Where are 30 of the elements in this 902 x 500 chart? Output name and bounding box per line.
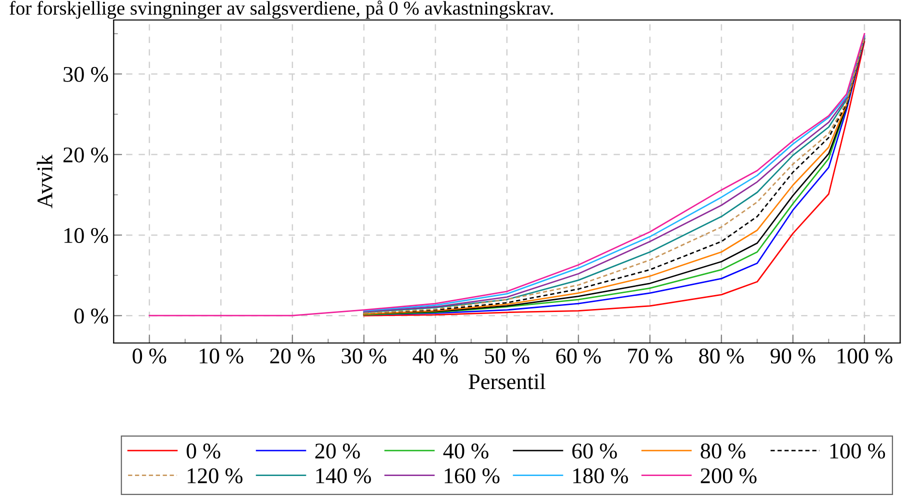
legend-label: 180 % — [573, 468, 628, 484]
y-axis-title: Avvik — [36, 154, 52, 208]
x-tick-label: 100 % — [838, 348, 892, 364]
x-tick-label: 70 % — [628, 348, 672, 364]
legend-label: 60 % — [572, 444, 617, 459]
y-tick-label: 20 % — [63, 147, 108, 163]
x-tick-label: 30 % — [342, 348, 386, 364]
x-tick-label: 0 % — [132, 348, 166, 364]
legend-label: 40 % — [443, 444, 488, 459]
legend-label: 80 % — [700, 444, 746, 459]
legend-label: 140 % — [316, 468, 371, 484]
legend-label: 200 % — [700, 468, 757, 484]
x-tick-label: 10 % — [200, 348, 244, 364]
legend-label: 0 % — [186, 444, 220, 459]
y-tick-label: 0 % — [74, 308, 108, 324]
x-tick-label: 40 % — [412, 348, 458, 364]
x-axis-title: Persentil — [468, 374, 546, 390]
x-tick-label: 20 % — [270, 348, 315, 364]
legend-label: 100 % — [830, 444, 886, 459]
x-tick-label: 80 % — [699, 348, 744, 364]
x-tick-label: 90 % — [770, 348, 816, 364]
y-tick-label: 10 % — [64, 228, 108, 244]
line-series — [148, 33, 866, 316]
y-tick-label: 30 % — [64, 66, 108, 82]
chart-title: for forskjellige svingninger av salgsverdiene, på 0 % avkastningskrav. — [10, 0, 553, 19]
x-tick-label: 60 % — [556, 348, 601, 364]
legend-label: 20 % — [315, 444, 360, 459]
x-tick-label: 50 % — [485, 348, 530, 364]
legend-label: 120 % — [188, 468, 242, 484]
legend-label: 160 % — [444, 468, 500, 484]
